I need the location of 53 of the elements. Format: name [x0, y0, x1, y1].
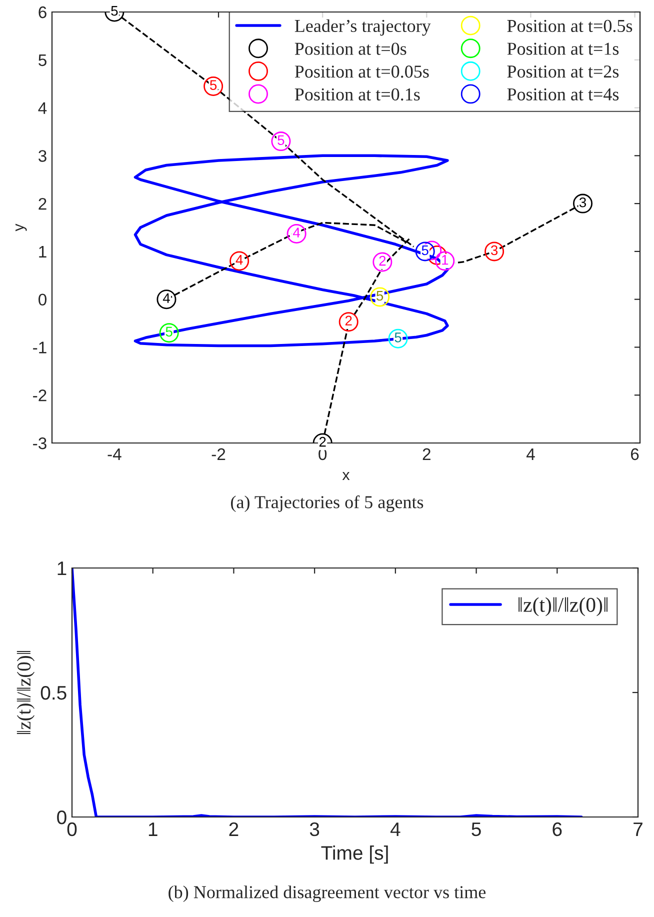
- x-tick-label: 7: [634, 822, 642, 836]
- text: (a) Trajectories of 5 agents: [231, 495, 424, 512]
- x-tick-label: 4: [390, 822, 400, 836]
- legend-label: Position at t=1s: [507, 42, 619, 55]
- legend-label: Position at t=4s: [507, 88, 619, 100]
- legend-label: Leader’s trajectory: [294, 19, 431, 36]
- legend-label: Position at t=0s: [294, 42, 406, 55]
- x-tick-label: 1: [148, 822, 158, 836]
- text: (b) Normalized disagreement vector vs time: [168, 886, 486, 902]
- legend-label: Position at t=0.5s: [507, 20, 632, 32]
- y-tick-label: 3: [38, 150, 46, 162]
- x-axis-title: Time [s]: [321, 846, 388, 864]
- y-tick-label: 1: [58, 562, 66, 576]
- x-tick-label: 4: [526, 448, 535, 460]
- x-tick-label: 6: [631, 448, 639, 460]
- annotation: 1: [442, 255, 448, 265]
- x-tick-label: 5: [472, 822, 481, 836]
- annotation: 5: [210, 80, 217, 90]
- x-tick-label: 0: [67, 822, 77, 836]
- x-tick-label: 3: [310, 822, 320, 836]
- y-tick-label: 2: [38, 198, 46, 210]
- x-axis-title: x: [342, 472, 350, 480]
- x-tick-label: 6: [552, 822, 562, 836]
- x-tick-label: 2: [422, 448, 430, 460]
- y-tick-label: -3: [33, 437, 46, 450]
- x-tick-label: 2: [229, 822, 238, 836]
- y-tick-label: 6: [38, 6, 46, 18]
- legend-label: ‖z(t)‖/‖z(0)‖: [518, 597, 608, 616]
- y-axis-title: y: [16, 224, 27, 232]
- y-tick-label: -2: [33, 390, 46, 402]
- legend-label: Position at t=0.1s: [294, 88, 420, 101]
- annotation: 5: [422, 245, 428, 256]
- y-axis-title: ‖z(t)‖/‖z(0)‖: [16, 651, 35, 734]
- x-tick-label: -4: [108, 448, 122, 460]
- y-tick-label: 4: [38, 102, 47, 114]
- legend-label: Position at t=2s: [507, 66, 619, 78]
- annotation: 2: [379, 256, 386, 266]
- x-tick-label: -2: [212, 448, 226, 460]
- y-tick-label: 0: [38, 294, 46, 306]
- y-tick-label: 1: [39, 246, 46, 258]
- annotation: 4: [162, 293, 170, 303]
- annotation: 5: [166, 326, 172, 337]
- annotation: 5: [278, 135, 284, 146]
- legend-label: Position at t=0.05s: [294, 66, 429, 78]
- y-tick-label: 0.5: [40, 686, 66, 700]
- y-tick-label: 0: [57, 810, 66, 824]
- y-tick-label: -1: [33, 342, 46, 354]
- annotation: 4: [293, 228, 300, 238]
- annotation: 4: [236, 255, 243, 265]
- annotation: 5: [394, 332, 402, 342]
- y-tick-label: 5: [38, 54, 46, 66]
- annotation: 5: [111, 6, 118, 16]
- annotation: 5: [376, 290, 384, 301]
